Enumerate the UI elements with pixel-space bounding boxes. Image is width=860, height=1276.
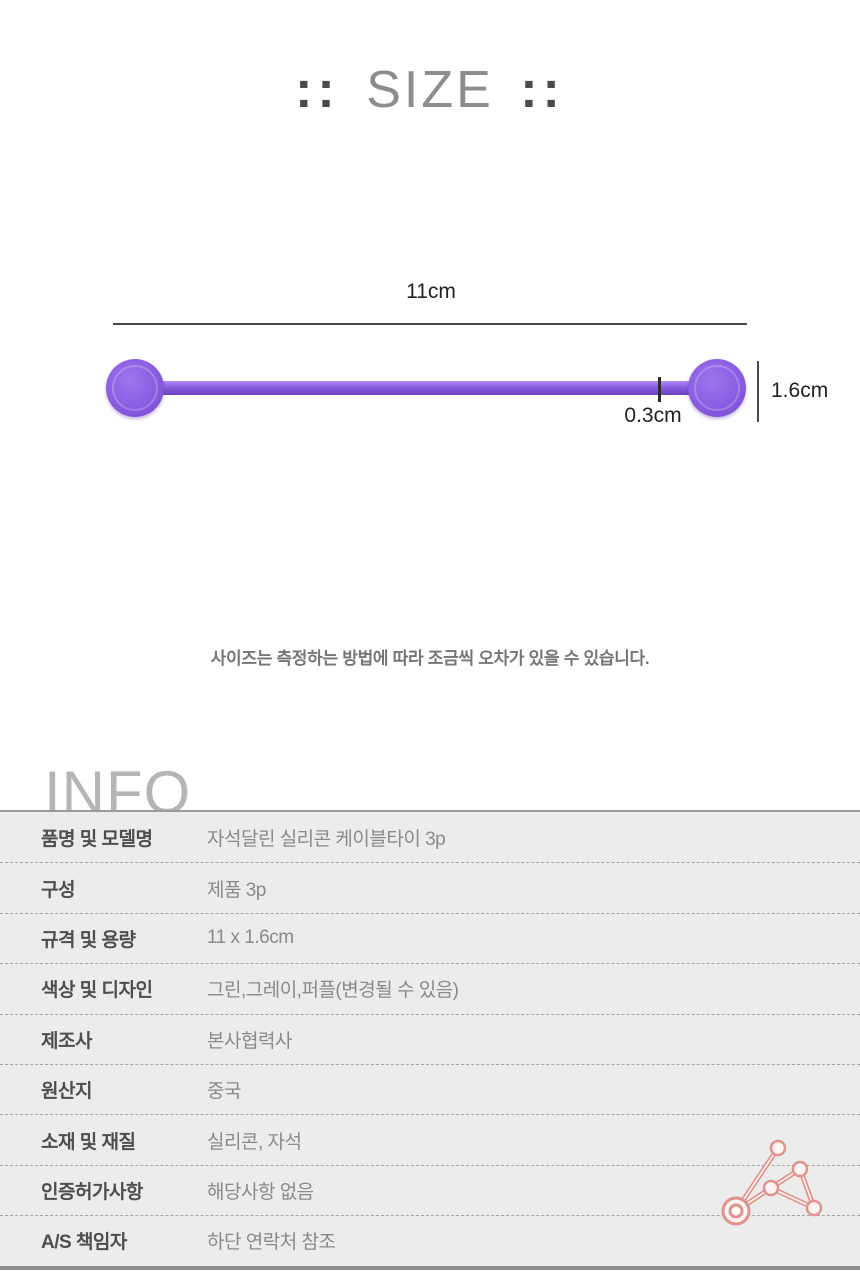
row-label: 구성 — [41, 879, 75, 901]
length-dimension-label: 11cm — [406, 280, 456, 303]
row-value: 하단 연락처 참조 — [207, 1232, 336, 1254]
title-colons-left: :: — [295, 61, 340, 119]
size-title-word: SIZE — [366, 61, 494, 119]
info-heading: INFO — [44, 763, 192, 810]
constellation-decoration-icon — [721, 1139, 823, 1226]
cable-tie-right-magnet-disc — [688, 359, 746, 417]
size-section-title: :: SIZE :: — [0, 62, 860, 118]
length-dimension-line — [113, 323, 747, 325]
title-colons-right: :: — [520, 61, 565, 119]
table-row-material: 소재 및 재질 실리콘, 자석 — [0, 1114, 860, 1164]
row-value: 그린,그레이,퍼플(변경될 수 있음) — [207, 980, 459, 1002]
height-dimension-line — [757, 361, 759, 422]
table-row-certification: 인증허가사항 해당사항 없음 — [0, 1164, 860, 1215]
cable-tie-left-magnet-disc — [106, 359, 164, 417]
product-info-table: 품명 및 모델명 자석달린 실리콘 케이블타이 3p 구성 제품 3p 규격 및… — [0, 810, 860, 1270]
cable-tie-rod — [135, 381, 717, 395]
row-label: 소재 및 재질 — [41, 1131, 136, 1153]
table-row-composition: 구성 제품 3p — [0, 862, 860, 912]
table-row-product-name: 품명 및 모델명 자석달린 실리콘 케이블타이 3p — [0, 812, 860, 862]
table-row-origin: 원산지 중국 — [0, 1063, 860, 1114]
row-value: 실리콘, 자석 — [207, 1131, 302, 1153]
row-label: A/S 책임자 — [41, 1232, 127, 1254]
row-value: 중국 — [207, 1081, 241, 1103]
table-row-color-design: 색상 및 디자인 그린,그레이,퍼플(변경될 수 있음) — [0, 963, 860, 1013]
row-label: 색상 및 디자인 — [41, 980, 153, 1002]
thickness-tick-mark — [658, 377, 661, 402]
row-value: 제품 3p — [207, 879, 266, 901]
size-disclaimer-text: 사이즈는 측정하는 방법에 따라 조금씩 오차가 있을 수 있습니다. — [210, 649, 650, 668]
table-row-manufacturer: 제조사 본사협력사 — [0, 1013, 860, 1064]
row-value: 11 x 1.6cm — [207, 927, 294, 949]
row-label: 규격 및 용량 — [41, 929, 136, 951]
table-row-spec: 규격 및 용량 11 x 1.6cm — [0, 912, 860, 963]
row-value: 본사협력사 — [207, 1030, 292, 1052]
table-row-as-manager: A/S 책임자 하단 연락처 참조 — [0, 1215, 860, 1265]
info-heading-wrap: INFO — [44, 763, 191, 810]
row-label: 제조사 — [41, 1030, 92, 1052]
row-value: 자석달린 실리콘 케이블타이 3p — [207, 828, 446, 850]
size-diagram: 11cm 0.3cm 1.6cm — [106, 280, 829, 427]
row-label: 원산지 — [41, 1081, 92, 1103]
thickness-dimension-label: 0.3cm — [624, 404, 682, 427]
row-label: 품명 및 모델명 — [41, 828, 153, 850]
height-dimension-label: 1.6cm — [771, 379, 829, 402]
row-value: 해당사항 없음 — [207, 1181, 314, 1203]
row-label: 인증허가사항 — [41, 1181, 143, 1203]
